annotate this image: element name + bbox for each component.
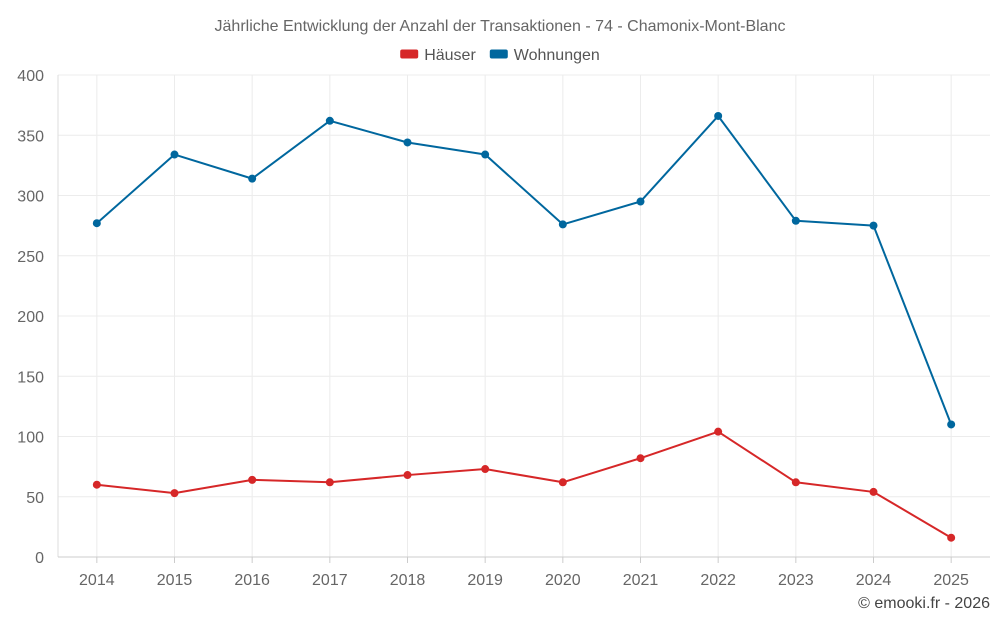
legend: Häuser Wohnungen (400, 47, 600, 64)
legend-swatch (489, 49, 508, 59)
data-point[interactable] (248, 475, 257, 484)
series-wohnungen (92, 111, 956, 429)
data-point[interactable] (869, 487, 878, 496)
data-point[interactable] (92, 219, 101, 228)
data-point[interactable] (714, 111, 723, 120)
credit-text: © emooki.fr - 2026 (858, 595, 990, 612)
data-point[interactable] (403, 471, 412, 480)
data-point[interactable] (92, 480, 101, 489)
x-axis: 2014 2015 2016 2017 2018 2019 2020 2021 2022 2023… (58, 556, 990, 589)
data-point[interactable] (170, 150, 179, 159)
x-tick-label: 2025 (933, 572, 969, 589)
x-tick-label: 2024 (856, 572, 892, 589)
x-tick-label: 2015 (157, 572, 193, 589)
series-line (96, 430, 952, 539)
data-point[interactable] (869, 221, 878, 230)
series-haeuser (92, 427, 956, 542)
chart-title: Jährliche Entwicklung der Anzahl der Tra… (215, 18, 786, 35)
legend-label: Wohnungen (514, 47, 600, 64)
data-point[interactable] (791, 216, 800, 225)
x-tick-label: 2016 (234, 572, 270, 589)
series-line (96, 114, 953, 425)
x-tick-label: 2021 (623, 572, 659, 589)
data-point[interactable] (403, 138, 412, 147)
data-point[interactable] (947, 533, 956, 542)
x-tick-label: 2018 (390, 572, 426, 589)
data-point[interactable] (714, 427, 723, 436)
data-point[interactable] (248, 174, 257, 183)
y-tick-label: 100 (17, 430, 44, 447)
data-point[interactable] (325, 478, 334, 487)
y-tick-label: 300 (17, 189, 44, 206)
data-point[interactable] (481, 150, 490, 159)
series-group (92, 111, 956, 542)
legend-label: Häuser (424, 47, 476, 64)
data-point[interactable] (558, 478, 567, 487)
data-point[interactable] (791, 478, 800, 487)
data-point[interactable] (558, 220, 567, 229)
data-point[interactable] (481, 465, 490, 474)
data-point[interactable] (636, 454, 645, 463)
y-tick-label: 150 (17, 369, 44, 386)
y-tick-label: 250 (17, 249, 44, 266)
x-tick-label: 2023 (778, 572, 814, 589)
x-tick-label: 2014 (79, 572, 115, 589)
y-tick-label: 200 (17, 309, 44, 326)
y-tick-label: 50 (26, 490, 44, 507)
data-point[interactable] (170, 489, 179, 498)
x-tick-label: 2017 (312, 572, 348, 589)
legend-swatch (400, 49, 419, 59)
y-tick-label: 0 (35, 550, 44, 567)
data-point[interactable] (947, 420, 956, 429)
y-tick-label: 350 (17, 128, 44, 145)
data-point[interactable] (325, 116, 334, 125)
y-axis: 0 50 100 150 200 250 300 350 400 (17, 68, 44, 567)
x-tick-label: 2022 (700, 572, 736, 589)
legend-item[interactable]: Wohnungen (489, 47, 600, 64)
grid-lines (57, 74, 990, 558)
x-tick-label: 2019 (467, 572, 503, 589)
x-tick-label: 2020 (545, 572, 581, 589)
data-point[interactable] (636, 197, 645, 206)
legend-item[interactable]: Häuser (400, 47, 476, 64)
y-tick-label: 400 (17, 68, 44, 85)
